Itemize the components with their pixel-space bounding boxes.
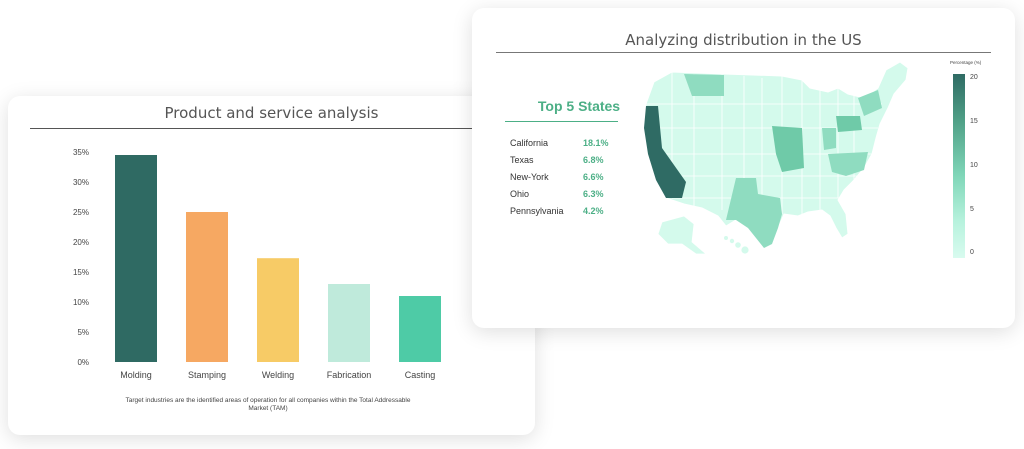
distribution-card: Analyzing distribution in the US Top 5 S…	[472, 8, 1015, 328]
title-divider	[496, 52, 991, 53]
state-name: Ohio	[510, 189, 530, 199]
product-analysis-card: Product and service analysis 0% 5% 10% 15% 2…	[8, 96, 535, 435]
bar-stamping	[186, 212, 228, 362]
y-tick-label: 30%	[73, 178, 89, 187]
top5-title: Top 5 States	[537, 98, 621, 114]
color-scale-tick: 10	[970, 162, 978, 169]
state-value: 6.6%	[583, 172, 604, 182]
chart-footnote: Target industries are the identified are…	[125, 397, 411, 412]
map-title: Analyzing distribution in the US	[625, 31, 862, 49]
state-name: Pennsylvania	[510, 206, 564, 216]
x-category-label: Stamping	[188, 370, 226, 380]
us-mainland-shape	[643, 61, 909, 249]
title-divider	[30, 128, 513, 129]
x-category-label: Casting	[405, 370, 436, 380]
state-value: 18.1%	[583, 138, 609, 148]
us-choropleth-map	[643, 61, 909, 255]
state-name: Texas	[510, 155, 534, 165]
y-tick-label: 5%	[77, 328, 89, 337]
alaska-shape	[657, 215, 708, 255]
y-tick-label: 35%	[73, 148, 89, 157]
carolinas-shape	[828, 152, 868, 176]
y-tick-label: 20%	[73, 238, 89, 247]
state-name: California	[510, 138, 549, 148]
california-shape	[644, 106, 686, 198]
color-scale-bar	[953, 74, 965, 258]
state-value: 4.2%	[583, 206, 604, 216]
state-row: Texas 6.8%	[510, 155, 605, 169]
hawaii-shape	[724, 236, 749, 254]
montana-shape	[684, 74, 724, 96]
state-row: Pennsylvania 4.2%	[510, 206, 605, 220]
color-scale-tick: 20	[970, 74, 978, 81]
state-value: 6.3%	[583, 189, 604, 199]
bar-chart: 0% 5% 10% 15% 20% 25% 30% 35% Molding Stamping Wel…	[73, 148, 441, 380]
x-category-label: Molding	[120, 370, 152, 380]
top5-divider	[505, 121, 618, 122]
x-category-label: Fabrication	[327, 370, 372, 380]
pennsylvania-shape	[836, 116, 862, 132]
bar-fabrication	[328, 284, 370, 362]
color-scale-tick: 5	[970, 206, 974, 213]
state-name: New-York	[510, 172, 549, 182]
bar-welding	[257, 258, 299, 362]
ohio-shape	[822, 128, 836, 150]
state-row: Ohio 6.3%	[510, 189, 605, 203]
bar-casting	[399, 296, 441, 362]
y-tick-label: 0%	[77, 358, 89, 367]
x-category-label: Welding	[262, 370, 294, 380]
y-tick-label: 15%	[73, 268, 89, 277]
chart-title: Product and service analysis	[164, 104, 379, 122]
midwest-shape	[772, 126, 804, 172]
new-york-shape	[858, 90, 882, 116]
state-value: 6.8%	[583, 155, 604, 165]
state-row: California 18.1%	[510, 138, 609, 152]
y-tick-label: 25%	[73, 208, 89, 217]
state-row: New-York 6.6%	[510, 172, 605, 186]
legend-title: Percentage (%)	[950, 60, 982, 65]
y-tick-label: 10%	[73, 298, 89, 307]
bar-molding	[115, 155, 157, 362]
texas-shape	[726, 178, 782, 248]
color-scale-tick: 15	[970, 118, 978, 125]
color-scale-tick: 0	[970, 249, 974, 256]
